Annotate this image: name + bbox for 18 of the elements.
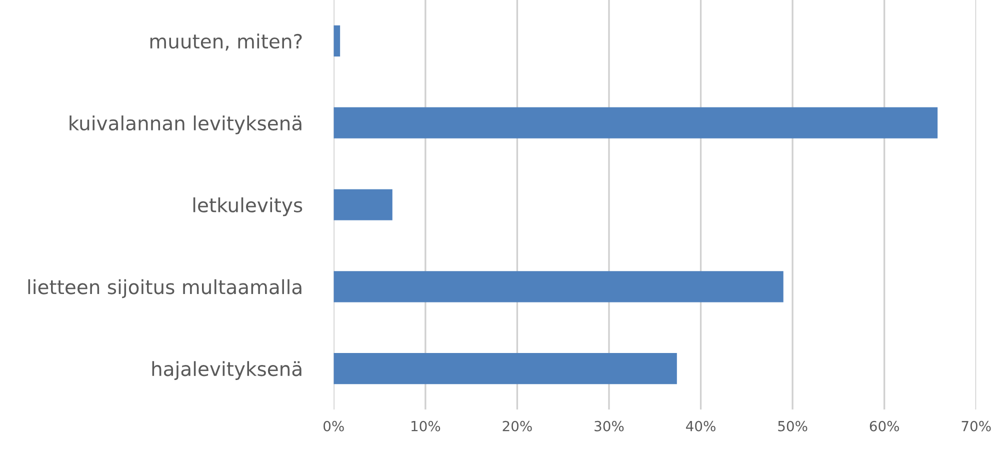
bar — [334, 352, 677, 384]
y-tick-label: lietteen sijoitus multaamalla — [28, 279, 302, 298]
x-tick-label: 40% — [686, 420, 716, 432]
x-tick-label: 70% — [962, 420, 991, 432]
bar — [334, 271, 784, 302]
x-tick-label: 30% — [594, 420, 624, 432]
bar — [334, 189, 392, 220]
x-tick-label: 10% — [412, 420, 440, 432]
bar — [334, 107, 938, 138]
bar — [334, 25, 340, 57]
x-tick-label: 60% — [870, 420, 900, 432]
x-tick-label: 50% — [778, 420, 808, 432]
y-tick-label: letkulevitys — [193, 197, 302, 216]
x-tick-label: 20% — [502, 420, 532, 432]
y-tick-label: kuivalannan levityksenä — [70, 115, 302, 134]
x-tick-label: 0% — [324, 420, 344, 432]
y-tick-label: muuten, miten? — [150, 34, 302, 51]
y-tick-label: hajalevityksenä — [152, 361, 302, 380]
